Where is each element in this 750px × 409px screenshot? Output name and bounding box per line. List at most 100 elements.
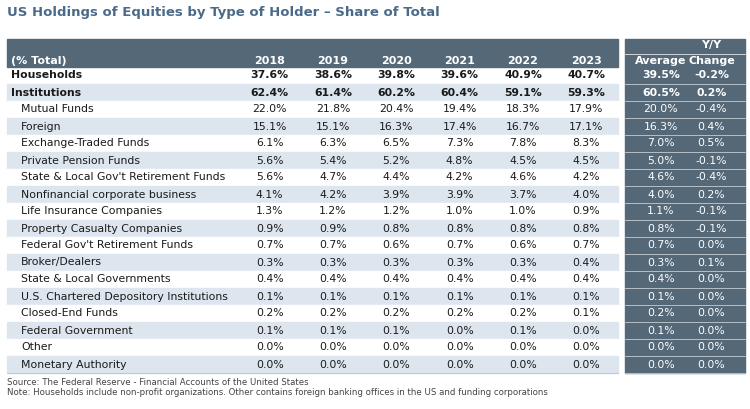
Text: 4.0%: 4.0% [647,189,675,200]
Text: 39.8%: 39.8% [377,70,416,81]
Text: 0.1%: 0.1% [446,292,473,301]
Text: 16.7%: 16.7% [506,121,540,132]
Text: 4.8%: 4.8% [446,155,473,166]
Bar [7,39,618,67]
Text: 0.8%: 0.8% [446,223,473,234]
Text: 19.4%: 19.4% [442,105,477,115]
Text: 0.0%: 0.0% [382,342,410,353]
Text: 7.3%: 7.3% [446,139,473,148]
Text: 18.3%: 18.3% [506,105,540,115]
Text: 16.3%: 16.3% [644,121,678,132]
Text: 0.4%: 0.4% [320,274,346,285]
Bar [7,305,618,322]
Text: 60.4%: 60.4% [441,88,479,97]
Text: Nonfinancial corporate business: Nonfinancial corporate business [21,189,196,200]
Text: 0.2%: 0.2% [698,189,725,200]
Bar [7,288,618,305]
Text: State & Local Governments: State & Local Governments [21,274,170,285]
Bar [7,203,618,220]
Text: 1.2%: 1.2% [320,207,346,216]
Text: 7.8%: 7.8% [509,139,537,148]
Text: Broker/Dealers: Broker/Dealers [21,258,102,267]
Text: 0.9%: 0.9% [572,207,600,216]
Text: 0.0%: 0.0% [509,360,537,369]
Text: 4.6%: 4.6% [647,173,675,182]
Text: 62.4%: 62.4% [251,88,289,97]
Text: 0.0%: 0.0% [698,326,725,335]
Text: 0.1%: 0.1% [256,326,284,335]
Text: 15.1%: 15.1% [316,121,350,132]
Bar [7,118,618,135]
Text: 0.0%: 0.0% [698,308,725,319]
Text: 0.0%: 0.0% [698,360,725,369]
Text: Change: Change [688,56,735,66]
Text: Private Pension Funds: Private Pension Funds [21,155,140,166]
Text: 0.0%: 0.0% [647,360,675,369]
Text: Mutual Funds: Mutual Funds [21,105,94,115]
Text: 0.4%: 0.4% [698,121,725,132]
Text: 2021: 2021 [444,56,475,66]
Text: 1.3%: 1.3% [256,207,284,216]
Text: 21.8%: 21.8% [316,105,350,115]
Text: 0.4%: 0.4% [256,274,284,285]
Text: Federal Government: Federal Government [21,326,133,335]
Text: 0.0%: 0.0% [320,342,346,353]
Bar [625,356,745,373]
Bar [625,186,745,203]
Text: 4.2%: 4.2% [320,189,346,200]
Text: 0.1%: 0.1% [382,292,410,301]
Text: 4.0%: 4.0% [572,189,600,200]
Text: 0.4%: 0.4% [509,274,537,285]
Text: 6.5%: 6.5% [382,139,410,148]
Text: 0.0%: 0.0% [256,342,284,353]
Text: Average: Average [635,56,687,66]
Text: 1.2%: 1.2% [382,207,410,216]
Text: 39.5%: 39.5% [642,70,680,81]
Text: 5.6%: 5.6% [256,173,284,182]
Text: 59.1%: 59.1% [504,88,542,97]
Bar [625,288,745,305]
Text: 17.9%: 17.9% [569,105,604,115]
Bar [7,152,618,169]
Text: 1.1%: 1.1% [647,207,675,216]
Text: 60.5%: 60.5% [642,88,680,97]
Text: 0.5%: 0.5% [698,139,725,148]
Text: 0.0%: 0.0% [698,292,725,301]
Text: -0.2%: -0.2% [694,70,729,81]
Bar [7,169,618,186]
Text: 0.2%: 0.2% [446,308,473,319]
Bar [625,135,745,152]
Text: 0.0%: 0.0% [698,240,725,250]
Text: Institutions: Institutions [11,88,81,97]
Bar [7,220,618,237]
Text: 0.0%: 0.0% [647,342,675,353]
Text: 0.0%: 0.0% [320,360,346,369]
Text: U.S. Chartered Depository Institutions: U.S. Chartered Depository Institutions [21,292,228,301]
Text: 2019: 2019 [317,56,349,66]
Text: -0.4%: -0.4% [696,173,728,182]
Text: 0.3%: 0.3% [320,258,346,267]
Text: 20.0%: 20.0% [644,105,678,115]
Text: 0.3%: 0.3% [382,258,410,267]
Text: 0.7%: 0.7% [256,240,284,250]
Text: Households: Households [11,70,82,81]
Bar [7,84,618,101]
Text: 0.1%: 0.1% [256,292,284,301]
Text: 0.8%: 0.8% [509,223,537,234]
Text: 0.2%: 0.2% [509,308,537,319]
Text: 8.3%: 8.3% [572,139,600,148]
Text: 4.2%: 4.2% [446,173,473,182]
Bar [7,135,618,152]
Text: 0.1%: 0.1% [509,326,537,335]
Text: Note: Households include non-profit organizations. Other contains foreign bankin: Note: Households include non-profit orga… [7,388,548,397]
Text: 0.0%: 0.0% [446,360,473,369]
Text: 0.1%: 0.1% [382,326,410,335]
Text: 3.7%: 3.7% [509,189,537,200]
Bar [625,237,745,254]
Text: (% Total): (% Total) [11,56,67,66]
Text: 5.0%: 5.0% [647,155,675,166]
Text: 0.8%: 0.8% [572,223,600,234]
Bar [625,39,745,67]
Text: 0.9%: 0.9% [256,223,284,234]
Text: 0.0%: 0.0% [446,326,473,335]
